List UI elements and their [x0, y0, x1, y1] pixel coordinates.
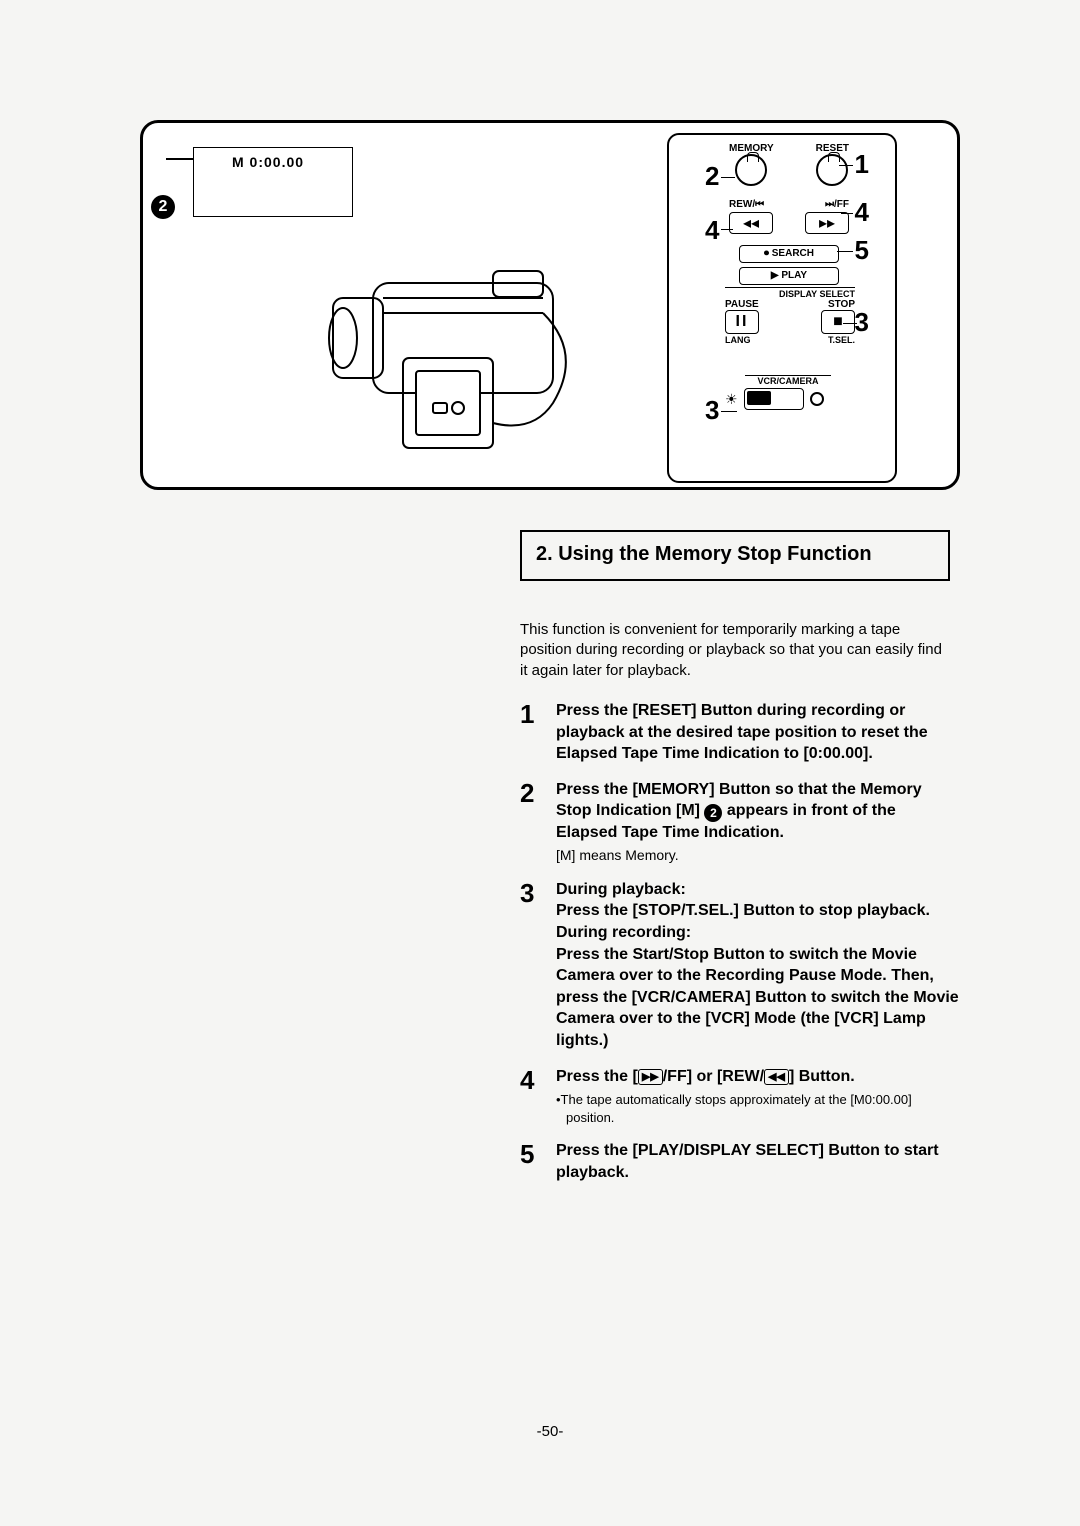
step-subnote: •The tape automatically stops approximat…	[556, 1091, 960, 1126]
callout-2: 2	[705, 161, 719, 192]
display-select-label: DISPLAY SELECT	[725, 287, 855, 299]
step-number: 3	[520, 879, 556, 908]
step-3: 3 During playback: Press the [STOP/T.SEL…	[520, 879, 960, 1052]
pause-label: PAUSE	[725, 299, 759, 310]
step-number: 2	[520, 779, 556, 808]
callout-4l: 4	[705, 215, 719, 246]
search-button: ⏺ SEARCH	[739, 245, 839, 263]
step-number: 4	[520, 1066, 556, 1095]
badge-2-inline: 2	[704, 804, 722, 822]
vcr-camera-switch	[744, 388, 804, 410]
stop-button-icon: ■	[821, 310, 855, 334]
counter-display: M 0:00.00	[193, 147, 353, 217]
ff-label: ⏭/FF	[825, 199, 849, 210]
rew-label: REW/⏮	[729, 199, 764, 210]
step-4: 4 Press the [▶▶/FF] or [REW/◀◀] Button. …	[520, 1066, 960, 1127]
step-1: 1 Press the [RESET] Button during record…	[520, 700, 960, 765]
callout-3b: 3	[705, 395, 719, 426]
switch-knob-icon	[810, 392, 824, 406]
counter-value: M 0:00.00	[232, 154, 304, 170]
control-panel: MEMORY RESET 2 1 REW/⏮	[667, 133, 897, 483]
step-number: 1	[520, 700, 556, 729]
tsel-label: T.SEL.	[828, 335, 855, 345]
pause-button-icon: II	[725, 310, 759, 334]
section-title: 2. Using the Memory Stop Function	[536, 542, 934, 567]
lamp-icon: ☀	[725, 391, 738, 408]
stop-label: STOP	[828, 299, 855, 310]
callout-5: 5	[855, 235, 869, 266]
rew-icon: ◀◀	[764, 1069, 789, 1085]
callout-badge-2: 2	[151, 195, 175, 219]
step-text-post: ] Button.	[789, 1068, 855, 1085]
step-text: Press the [PLAY/DISPLAY SELECT] Button t…	[556, 1140, 960, 1183]
step-number: 5	[520, 1140, 556, 1169]
reset-button-icon	[816, 154, 848, 186]
page-number: -50-	[120, 1423, 980, 1440]
rew-button-icon: ◂◂	[729, 212, 773, 234]
step-text: Press the [RESET] Button during recordin…	[556, 700, 960, 765]
step-list: 1 Press the [RESET] Button during record…	[520, 700, 960, 1197]
step-text: Press the [▶▶/FF] or [REW/◀◀] Button. •T…	[556, 1066, 960, 1127]
diagram-frame: 2 M 0:00.00	[140, 120, 960, 490]
ff-button-icon: ▸▸	[805, 212, 849, 234]
ff-icon: ▶▶	[638, 1069, 663, 1085]
callout-4r: 4	[855, 197, 869, 228]
section-heading-box: 2. Using the Memory Stop Function	[520, 530, 950, 581]
play-button: ▶ PLAY	[739, 267, 839, 285]
step-text: Press the [MEMORY] Button so that the Me…	[556, 779, 960, 865]
memory-button-icon	[735, 154, 767, 186]
step-text-pre: Press the [	[556, 1068, 638, 1085]
intro-paragraph: This function is convenient for temporar…	[520, 620, 950, 681]
step-note: [M] means Memory.	[556, 846, 960, 865]
step-2: 2 Press the [MEMORY] Button so that the …	[520, 779, 960, 865]
lang-label: LANG	[725, 335, 751, 345]
manual-page: 2 M 0:00.00	[120, 60, 980, 1460]
callout-1: 1	[855, 149, 869, 180]
vcr-camera-label: VCR/CAMERA	[745, 375, 831, 386]
camcorder-illustration	[293, 253, 593, 473]
step-5: 5 Press the [PLAY/DISPLAY SELECT] Button…	[520, 1140, 960, 1183]
step-text: During playback: Press the [STOP/T.SEL.]…	[556, 879, 960, 1052]
step-text-mid: /FF] or [REW/	[663, 1068, 764, 1085]
